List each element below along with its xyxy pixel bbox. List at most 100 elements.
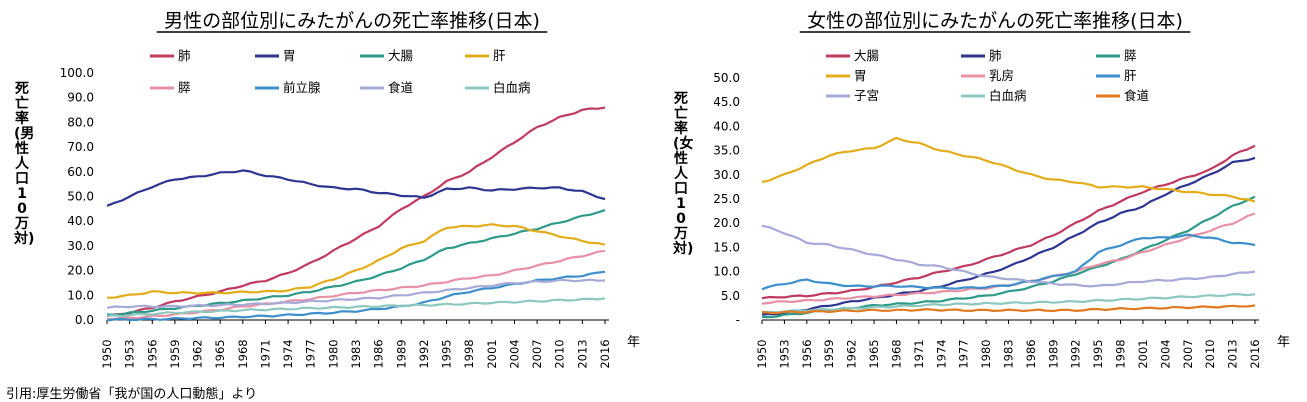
female-x-tick-11: 1983 [1002,339,1016,368]
male-x-tick-0: 1950 [100,339,114,368]
male-x-tick-17: 2001 [485,339,499,368]
right-y-axis-label: 死亡率(女性人口10万対) [673,92,693,257]
female-x-tick-18: 2004 [1158,339,1172,368]
female-x-tick-16: 1998 [1114,339,1128,368]
male-y-tick-6: 60.0 [67,165,94,179]
male-x-tick-7: 1971 [258,339,272,368]
female-x-tick-9: 1977 [957,339,971,368]
male-x-tick-19: 2007 [530,339,544,368]
female-x-tick-2: 1956 [800,339,814,368]
male-series-6 [106,278,606,309]
left-y-axis-label: 死亡率(男性人口10万対) [14,81,35,247]
male-series-0 [106,106,606,318]
source-note: 引用:厚生労働省「我が国の人口動態」より [6,387,258,402]
female-x-tick-14: 1992 [1069,339,1083,368]
male-x-tick-4: 1962 [191,339,205,368]
left-y-axis-label-text: 死亡率(男性人口10万対) [14,81,35,247]
female-x-tick-0: 1950 [755,339,769,368]
female-x-tick-7: 1971 [912,339,926,368]
male-y-tick-10: 100.0 [60,66,94,80]
male-x-tick-12: 1986 [372,339,386,368]
male-legend-label-7: 白血病 [493,80,531,95]
male-y-tick-8: 80.0 [67,115,94,129]
male-chart: 男性の部位別にみたがんの死亡率推移(日本) 肺 胃 大腸 肝膵 前立腺 食道 白血病 0.0 10… [60,10,640,369]
female-y-tick-6: 30.0 [713,168,740,182]
female-legend-label-1: 肺 [989,48,1002,63]
female-chart: 女性の部位別にみたがんの死亡率推移(日本) 大腸 肺 膵胃 乳房 肝子宮 白血病 食道 - 5.0… [713,10,1290,369]
female-x-tick-6: 1968 [889,339,903,368]
female-legend-label-0: 大腸 [854,48,880,63]
female-series-4 [761,212,1256,305]
male-x-tick-22: 2016 [598,339,612,368]
female-y-tick-0: - [736,313,740,327]
male-x-tick-2: 1956 [145,339,159,368]
male-x-tick-5: 1965 [213,339,227,368]
female-legend-label-6: 子宮 [854,88,879,103]
female-x-tick-3: 1959 [822,339,836,368]
male-series-1 [106,169,606,207]
male-x-tick-13: 1989 [394,339,408,368]
male-y-tick-0: 0.0 [75,313,94,327]
male-series-4 [106,249,606,321]
female-y-tick-7: 35.0 [713,144,740,158]
male-x-tick-21: 2013 [575,339,589,368]
female-x-axis-label: 年 [1277,335,1290,350]
male-x-tick-14: 1992 [417,339,431,368]
female-y-tick-8: 40.0 [713,119,740,133]
female-series-8 [761,304,1256,315]
female-x-tick-19: 2007 [1181,339,1195,368]
male-x-tick-9: 1977 [304,339,318,368]
male-x-axis-label: 年 [627,335,640,350]
male-series-7 [106,297,606,318]
female-y-tick-4: 20.0 [713,216,740,230]
female-y-tick-2: 10.0 [713,265,740,279]
female-x-tick-5: 1965 [867,339,881,368]
female-x-tick-20: 2010 [1203,339,1217,368]
female-x-tick-21: 2013 [1226,339,1240,368]
male-legend-label-4: 膵 [178,80,191,95]
male-x-tick-18: 2004 [507,339,521,368]
female-x-tick-15: 1995 [1091,339,1105,368]
female-series-5 [761,233,1256,291]
female-chart-title: 女性の部位別にみたがんの死亡率推移(日本) [807,10,1183,32]
male-chart-title: 男性の部位別にみたがんの死亡率推移(日本) [164,10,540,32]
female-legend-label-3: 胃 [854,68,867,83]
female-x-tick-22: 2016 [1248,339,1262,368]
male-y-tick-7: 70.0 [67,140,94,154]
male-legend-label-0: 肺 [178,48,191,63]
male-x-tick-1: 1953 [123,339,137,368]
male-legend-label-5: 前立腺 [283,80,321,95]
male-x-tick-20: 2010 [553,339,567,368]
female-y-tick-5: 25.0 [713,192,740,206]
male-y-tick-4: 40.0 [67,214,94,228]
female-legend-label-8: 食道 [1124,88,1150,103]
male-legend-label-2: 大腸 [388,48,414,63]
male-y-tick-3: 30.0 [67,239,94,253]
female-series-6 [761,224,1256,288]
female-x-tick-12: 1986 [1024,339,1038,368]
female-series-3 [761,136,1256,203]
female-series-7 [761,293,1256,314]
female-y-tick-10: 50.0 [713,71,740,85]
male-x-tick-6: 1968 [236,339,250,368]
female-x-tick-10: 1980 [979,339,993,368]
female-x-tick-13: 1989 [1046,339,1060,368]
male-x-tick-11: 1983 [349,339,363,368]
female-legend-label-5: 肝 [1124,68,1137,83]
male-y-tick-5: 50.0 [67,190,94,204]
male-x-tick-16: 1998 [462,339,476,368]
female-x-tick-17: 2001 [1136,339,1150,368]
male-x-tick-3: 1959 [168,339,182,368]
male-legend-label-3: 肝 [493,48,506,63]
female-series-0 [761,144,1256,300]
female-legend-label-4: 乳房 [989,68,1014,83]
male-legend-label-6: 食道 [388,80,414,95]
female-y-tick-3: 15.0 [713,240,740,254]
male-x-tick-10: 1980 [326,339,340,368]
male-y-tick-1: 10.0 [67,288,94,302]
male-y-tick-2: 20.0 [67,264,94,278]
female-legend-label-2: 膵 [1124,48,1137,63]
male-series-3 [107,223,606,299]
male-x-tick-8: 1974 [281,339,295,368]
female-legend-label-7: 白血病 [989,88,1027,103]
